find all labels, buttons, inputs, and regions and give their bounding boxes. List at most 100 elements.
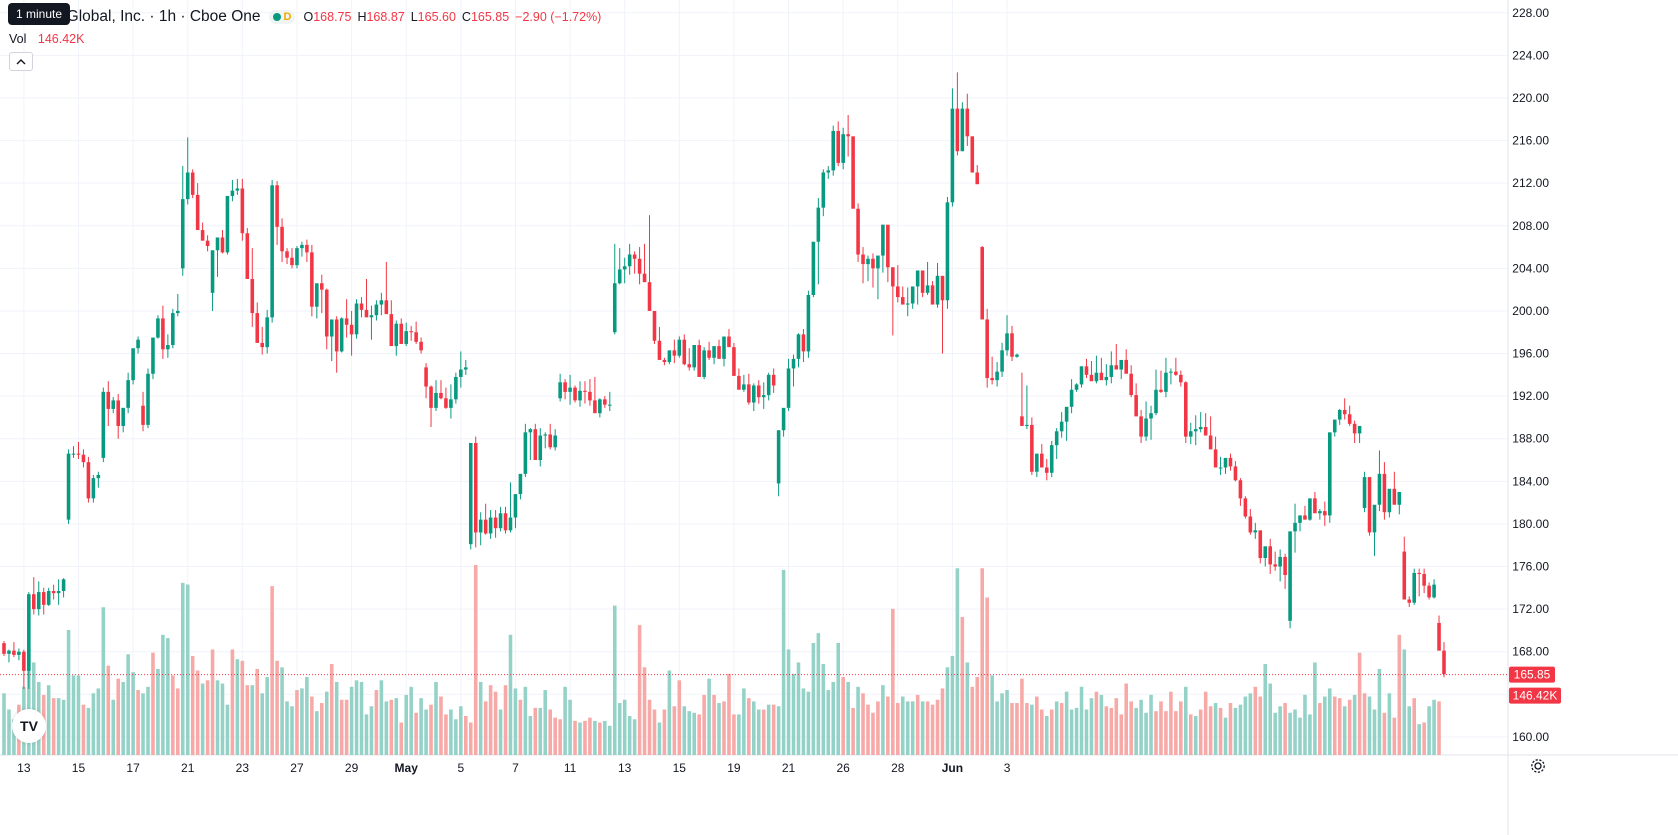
volume-bar (1298, 717, 1302, 755)
candle (1069, 379, 1074, 414)
volume-bar (1412, 698, 1416, 755)
volume-legend[interactable]: Vol 146.42K (9, 32, 84, 46)
candle (598, 398, 602, 418)
volume-bar (86, 707, 91, 755)
candle (1248, 509, 1253, 535)
volume-bar (498, 709, 503, 755)
volume-bar (1313, 662, 1317, 755)
candle-body (305, 244, 309, 253)
volume-bar (419, 698, 423, 755)
candle (1198, 412, 1203, 433)
candle-body (608, 404, 612, 406)
volume-bar (801, 688, 806, 755)
volume-bar (96, 688, 101, 755)
volume-bar (702, 694, 706, 755)
candle-body (687, 364, 692, 368)
symbol-title[interactable]: se Global, Inc. · 1h · Cboe One (46, 8, 261, 25)
candle (76, 441, 81, 459)
candle-body (1040, 453, 1044, 468)
volume-bars (2, 565, 1441, 755)
time-tick-label: 15 (72, 761, 86, 775)
volume-bar (657, 722, 662, 755)
candle (1049, 440, 1054, 478)
candle-body (1233, 466, 1238, 481)
candle (737, 368, 741, 390)
volume-bar (344, 699, 349, 755)
volume-bar (195, 670, 200, 755)
candle (200, 222, 205, 241)
candle-body (1278, 556, 1282, 567)
gear-icon[interactable] (1530, 758, 1546, 774)
candle-body (866, 258, 870, 265)
candle-body (260, 342, 264, 348)
volume-bar (1005, 690, 1009, 755)
candle-body (81, 454, 86, 463)
candle-body (697, 345, 701, 377)
candle-body (66, 453, 71, 520)
candle-body (1332, 419, 1337, 433)
candle (320, 274, 324, 314)
candle-body (1397, 491, 1402, 505)
volume-bar (687, 711, 692, 755)
candle (493, 510, 498, 538)
volume-bar (627, 716, 632, 755)
candle-body (1293, 522, 1297, 532)
candle (1442, 642, 1446, 678)
volume-bar (712, 694, 716, 755)
volume-bar (180, 582, 185, 755)
candle-body (424, 367, 428, 387)
volume-bar (285, 701, 289, 755)
volume-bar (533, 707, 538, 755)
volume-bar (910, 701, 915, 755)
volume-bar (310, 696, 314, 755)
candle (771, 368, 776, 393)
volume-bar (235, 659, 240, 755)
volume-bar (32, 662, 36, 755)
candle-body (935, 275, 940, 305)
collapse-legend-button[interactable] (9, 52, 33, 71)
volume-bar (955, 568, 960, 755)
volume-bar (146, 686, 150, 755)
candle-body (61, 579, 66, 592)
volume-bar (1432, 699, 1436, 755)
candle-body (1099, 372, 1104, 381)
volume-bar (1054, 701, 1059, 755)
candle (593, 376, 597, 414)
volume-bar (756, 709, 761, 755)
candle-body (111, 400, 116, 409)
market-status[interactable]: D (268, 10, 296, 24)
candle-body (737, 375, 741, 390)
volume-bar (1010, 703, 1014, 755)
symbol-legend[interactable]: se Global, Inc. · 1h · Cboe One D O168.7… (8, 7, 601, 27)
candle-body (1164, 372, 1168, 392)
candle (905, 287, 910, 317)
candle-body (265, 317, 269, 348)
candle-body (995, 371, 999, 381)
volume-bar (305, 677, 309, 755)
candle-body (846, 134, 850, 137)
candle (1119, 359, 1124, 380)
volume-bar (1273, 712, 1277, 755)
candle (1064, 406, 1069, 441)
ohlc-high: H168.87 (357, 10, 405, 24)
candle (116, 394, 120, 439)
candle-body (1000, 350, 1004, 372)
volume-bar (245, 685, 250, 755)
volume-bar (682, 706, 687, 755)
volume-bar (1367, 696, 1372, 755)
candle-body (781, 407, 786, 431)
candle (439, 380, 443, 400)
candle (56, 579, 61, 605)
candle (1218, 456, 1223, 475)
candle-body (1347, 414, 1352, 424)
tradingview-logo[interactable]: TV (12, 709, 46, 743)
candle (22, 649, 26, 689)
candle (1328, 432, 1332, 523)
candle (121, 407, 125, 433)
volume-bar (1203, 691, 1208, 755)
candle-body (344, 318, 349, 325)
volume-bar (563, 686, 567, 755)
candle (831, 125, 836, 176)
candle-body (712, 346, 716, 358)
